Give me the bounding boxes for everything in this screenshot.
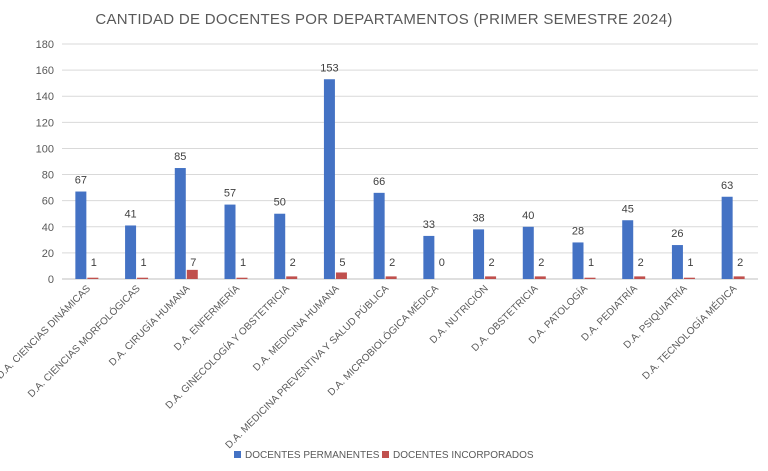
chart-title: CANTIDAD DE DOCENTES POR DEPARTAMENTOS (… (95, 11, 672, 28)
data-label: 2 (290, 257, 296, 269)
bar-permanentes (75, 191, 87, 279)
data-label: 2 (638, 257, 644, 269)
legend-swatch (382, 451, 389, 458)
bar-permanentes (473, 229, 485, 279)
legend-swatch (234, 451, 241, 458)
y-tick-label: 60 (42, 196, 54, 208)
bar-incorporados (534, 276, 546, 279)
gridlines (62, 43, 758, 280)
bar-incorporados (137, 277, 149, 279)
bar-permanentes (125, 225, 137, 279)
x-category-label: D.A. CIENCIAS DINÁMICAS (0, 282, 93, 382)
data-label: 0 (439, 257, 445, 269)
data-label: 63 (721, 180, 733, 192)
data-label: 57 (224, 188, 236, 200)
bar-permanentes (622, 220, 634, 279)
data-label: 40 (522, 210, 534, 222)
bar-incorporados (335, 272, 347, 279)
bar-permanentes (373, 192, 385, 279)
data-label: 2 (538, 257, 544, 269)
bar-incorporados (186, 269, 198, 279)
bars: 67 1 41 1 85 7 57 1 50 2 153 5 66 2 33 0 38 2 40 2 28 1 45 2 26 1… (75, 62, 745, 279)
data-label: 41 (124, 208, 136, 220)
x-category-label: D.A. MEDICINA PREVENTIVA Y SALUD PÚBLICA (222, 282, 391, 451)
data-label: 2 (489, 257, 495, 269)
y-tick-label: 100 (36, 143, 54, 155)
data-label: 67 (75, 175, 87, 187)
data-label: 33 (423, 219, 435, 231)
legend-label: DOCENTES INCORPORADOS (393, 450, 534, 461)
data-label: 1 (240, 257, 246, 269)
data-label: 1 (91, 257, 97, 269)
bar-incorporados (683, 277, 695, 279)
data-label: 26 (671, 228, 683, 240)
data-label: 2 (389, 257, 395, 269)
data-label: 50 (274, 197, 286, 209)
data-label: 2 (737, 257, 743, 269)
bar-permanentes (224, 204, 236, 279)
bar-incorporados (634, 276, 646, 279)
bar-permanentes (274, 213, 286, 279)
bar-incorporados (286, 276, 298, 279)
data-label: 1 (141, 257, 147, 269)
bar-incorporados (584, 277, 596, 279)
x-category-label: D.A. MEDICINA HUMANA (251, 283, 342, 374)
data-label: 45 (622, 203, 634, 215)
data-label: 85 (174, 151, 186, 163)
y-tick-label: 80 (42, 170, 54, 182)
bar-permanentes (522, 226, 534, 279)
legend-label: DOCENTES PERMANENTES (245, 450, 380, 461)
bar-permanentes (572, 242, 584, 279)
data-label: 7 (190, 257, 196, 269)
y-tick-label: 140 (36, 91, 54, 103)
bar-incorporados (236, 277, 248, 279)
data-label: 153 (320, 62, 338, 74)
y-tick-label: 0 (48, 274, 54, 286)
data-label: 1 (588, 257, 594, 269)
bar-incorporados (87, 277, 99, 279)
bar-incorporados (385, 276, 397, 279)
legend: DOCENTES PERMANENTES DOCENTES INCORPORADO… (234, 450, 534, 461)
y-tick-label: 180 (36, 39, 54, 51)
data-label: 5 (339, 257, 345, 269)
y-tick-label: 40 (42, 222, 54, 234)
bar-permanentes (323, 79, 335, 279)
data-label: 38 (472, 212, 484, 224)
x-category-label: D.A. CIRUGÍA HUMANA (106, 282, 193, 369)
y-tick-label: 120 (36, 117, 54, 129)
y-axis: 0 20 40 60 80 100 120 140 160 180 (36, 39, 54, 286)
y-tick-label: 160 (36, 65, 54, 77)
data-label: 66 (373, 176, 385, 188)
x-category-label: D.A. TECNOLOGÍA MÉDICA (639, 282, 739, 382)
bar-permanentes (174, 168, 186, 279)
bar-permanentes (423, 235, 435, 279)
bar-permanentes (721, 196, 733, 279)
data-label: 1 (687, 257, 693, 269)
bar-incorporados (733, 276, 745, 279)
bar-incorporados (485, 276, 497, 279)
data-label: 28 (572, 225, 584, 237)
bar-permanentes (671, 245, 683, 279)
y-tick-label: 20 (42, 248, 54, 260)
